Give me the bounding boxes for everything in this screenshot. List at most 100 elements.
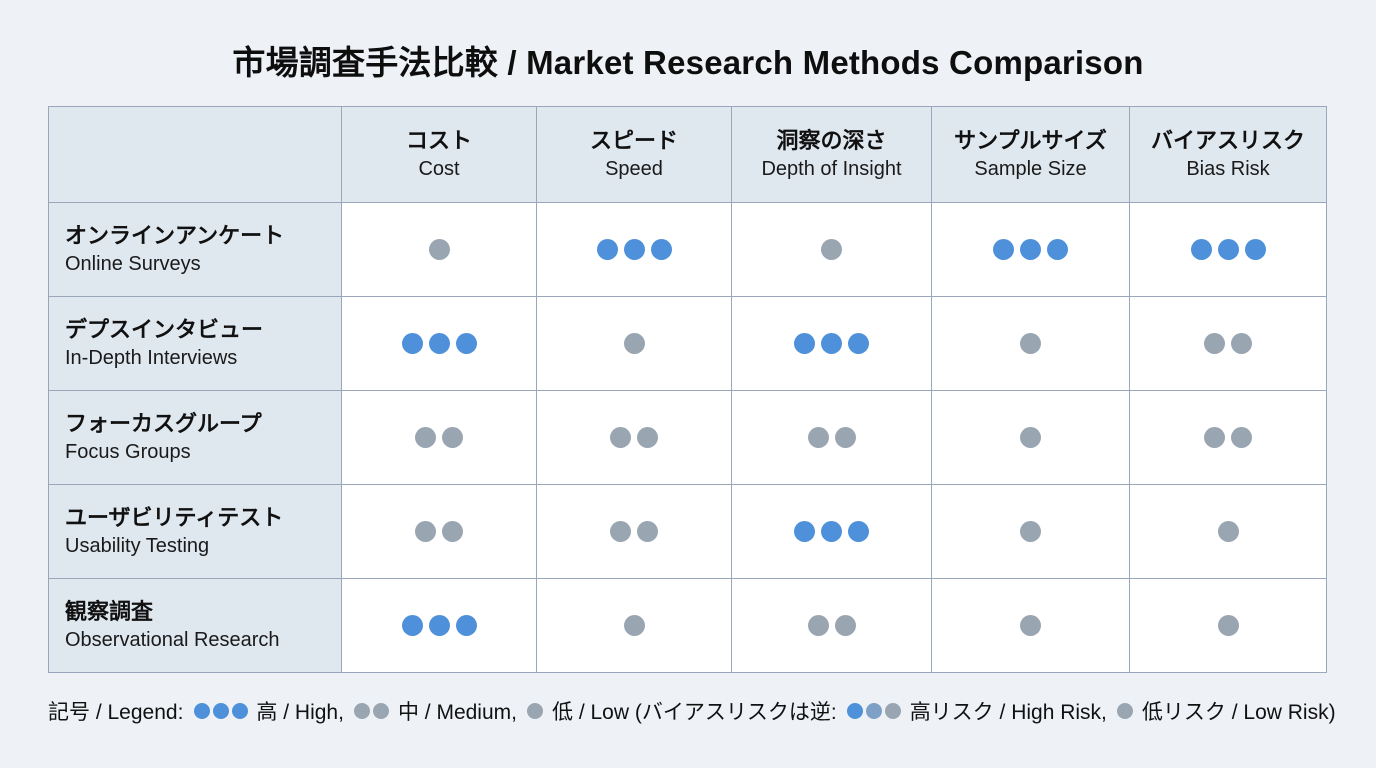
rating-dot [834,427,856,448]
rating-dot [428,239,450,260]
column-header-jp: 洞察の深さ [776,128,887,154]
rating-dot [428,333,450,354]
rating-dot [1217,239,1239,260]
row-label: デプスインタビュー In-Depth Interviews [48,296,342,391]
rating-dot [848,333,869,354]
rating-dot [1231,427,1252,448]
rating-dot [794,521,815,542]
legend-item-label: 高リスク / High Risk, [909,701,1107,724]
column-header-en: Bias Risk [1186,157,1270,180]
rating-dot [1020,521,1041,542]
rating-dot [1204,427,1225,448]
column-header: スピード Speed [536,106,732,203]
legend-dot [231,703,248,719]
rating-dot [428,615,450,636]
rating-dot [1217,521,1239,542]
rating-dot [650,239,672,260]
rating-dot [637,521,658,542]
legend-dot-group [192,703,249,719]
rating-dot [623,615,645,636]
table-row: オンラインアンケート Online Surveys [48,202,1327,297]
row-label: 観察調査 Observational Research [48,578,342,673]
row-label: フォーカスグループ Focus Groups [48,390,342,485]
rating-dot [455,615,477,636]
rating-dot [834,615,856,636]
page-title: 市場調査手法比較 / Market Research Methods Compa… [232,44,1144,81]
row-label: オンラインアンケート Online Surveys [48,202,342,297]
rating-cell [931,578,1130,673]
legend-dot [866,703,883,719]
rating-dot [821,521,842,542]
rating-cell [1129,578,1327,673]
column-header-en: Depth of Insight [761,157,902,180]
rating-cell [536,390,732,485]
row-label-en: Focus Groups [65,440,191,463]
rating-cell [341,484,537,579]
legend-dot [1117,703,1134,719]
row-label-jp: オンラインアンケート [65,223,285,249]
rating-dot [1204,333,1225,354]
legend-dot [193,703,210,719]
rating-dot [1020,333,1041,354]
legend: 記号 / Legend: 高 / High, 中 / Medium, 低 / Low… [48,696,1338,726]
rating-dot [442,521,463,542]
table-header: コスト Cost スピード Speed 洞察の深さ Depth of Insight サンプ… [48,106,1327,203]
rating-dot [610,521,631,542]
legend-dot [212,703,229,719]
rating-dot [807,615,829,636]
rating-cell [731,484,932,579]
row-label-jp: フォーカスグループ [65,411,262,437]
rating-dot [401,615,423,636]
column-header-en: Speed [605,157,663,180]
rating-cell [731,578,932,673]
rating-dot [821,239,842,260]
rating-dot [848,521,869,542]
rating-dot [993,239,1014,260]
legend-dot-group [353,703,391,719]
rating-dot [1020,239,1041,260]
rating-dot [1047,239,1068,260]
table-row: ユーザビリティテスト Usability Testing [48,484,1327,579]
rating-dot [794,333,815,354]
rating-cell [341,202,537,297]
rating-cell [536,578,732,673]
legend-dot [885,703,902,719]
corner-cell [48,106,342,203]
rating-dot [415,427,436,448]
column-header: バイアスリスク Bias Risk [1129,106,1327,203]
legend-dot-group [846,703,903,719]
rating-cell [931,484,1130,579]
table-row: デプスインタビュー In-Depth Interviews [48,296,1327,391]
rating-dot [623,239,645,260]
column-header: 洞察の深さ Depth of Insight [731,106,932,203]
legend-prefix: 記号 / Legend: [48,701,184,724]
rating-dot [442,427,463,448]
rating-dot [455,333,477,354]
column-header-jp: サンプルサイズ [954,128,1107,154]
legend-dot-group [526,703,545,719]
table-header-row: コスト Cost スピード Speed 洞察の深さ Depth of Insight サンプ… [48,106,1327,203]
row-label-en: Usability Testing [65,534,210,557]
table-row: フォーカスグループ Focus Groups [48,390,1327,485]
row-label-en: In-Depth Interviews [65,346,238,369]
legend-item-label: 低 / Low (バイアスリスクは逆: [551,701,837,724]
legend-dot-group [1116,703,1135,719]
row-label-jp: ユーザビリティテスト [65,505,284,531]
column-header-en: Cost [418,157,460,180]
legend-dot [373,703,390,719]
table-row: 観察調査 Observational Research [48,578,1327,673]
table-body: オンラインアンケート Online Surveys デプスインタビュー In-Dept… [48,202,1327,673]
rating-cell [536,202,732,297]
rating-cell [731,202,932,297]
legend-item-label: 高 / High, [256,701,344,724]
legend-dot [527,703,544,719]
column-header-jp: スピード [589,128,678,154]
rating-dot [807,427,829,448]
rating-cell [1129,296,1327,391]
rating-dot [1020,427,1041,448]
legend-dot [847,703,864,719]
comparison-table: コスト Cost スピード Speed 洞察の深さ Depth of Insight サンプ… [48,106,1327,673]
legend-item-label: 低リスク / Low Risk) [1141,701,1336,724]
rating-cell [931,296,1130,391]
